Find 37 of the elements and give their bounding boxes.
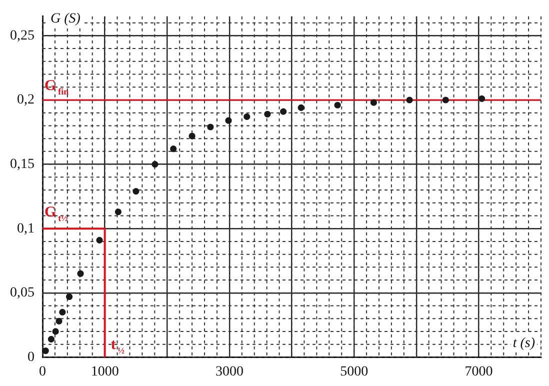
point — [66, 293, 73, 300]
point — [406, 96, 413, 104]
point — [334, 102, 341, 108]
x-axis-title: t (s) — [512, 336, 536, 352]
point — [370, 99, 377, 106]
point — [225, 117, 232, 124]
point — [132, 188, 140, 195]
point — [280, 108, 287, 115]
x-tick-label: 3000 — [215, 364, 244, 380]
x-tick-label: 5000 — [340, 364, 368, 380]
point — [56, 318, 62, 324]
x-tick-label: 1000 — [90, 364, 119, 380]
point — [298, 104, 304, 112]
point — [77, 270, 84, 277]
point — [152, 160, 158, 168]
point — [244, 113, 250, 120]
point — [42, 347, 49, 354]
y-tick-label: 0 — [28, 350, 34, 365]
point — [96, 236, 103, 244]
point — [170, 146, 177, 152]
point — [264, 110, 271, 118]
x-tick-label: 7000 — [464, 364, 493, 380]
y-tick-label: 0,2 — [17, 92, 34, 108]
point — [59, 308, 66, 316]
y-tick-label: 0,1 — [17, 221, 34, 236]
point — [52, 328, 59, 335]
point — [442, 96, 449, 104]
point — [188, 132, 196, 140]
x-tick-label: 0 — [39, 364, 46, 380]
point — [48, 336, 55, 342]
y-axis-title: G (S) — [50, 11, 81, 26]
point — [478, 95, 486, 102]
y-tick-label: 0,05 — [10, 286, 34, 301]
y-tick-label: 0,15 — [10, 156, 34, 172]
point — [114, 208, 122, 216]
y-tick-label: 0,25 — [10, 28, 34, 44]
point — [207, 124, 214, 130]
